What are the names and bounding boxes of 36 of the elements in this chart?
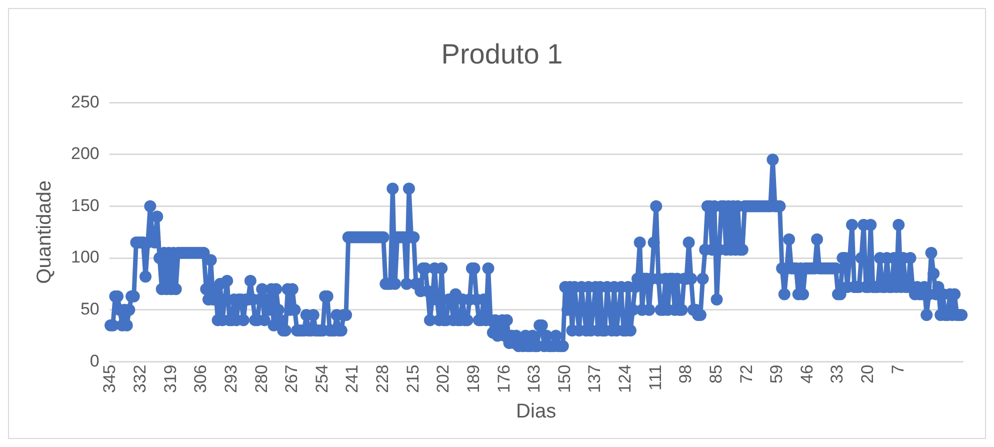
x-axis-title: Dias xyxy=(516,400,556,423)
x-tick-label: 98 xyxy=(676,364,696,384)
x-tick-label: 124 xyxy=(616,364,635,394)
x-tick-label: 137 xyxy=(585,364,604,394)
x-tick-label: 293 xyxy=(221,364,240,394)
x-tick-label: 176 xyxy=(494,364,514,394)
y-tick-label: 150 xyxy=(70,196,100,215)
x-tick-label: 280 xyxy=(252,364,271,394)
chart-title: Produto 1 xyxy=(441,38,563,70)
y-tick-label: 0 xyxy=(90,351,100,370)
x-tick-label: 332 xyxy=(130,364,150,394)
x-tick-label: 111 xyxy=(646,364,665,390)
x-tick-label: 163 xyxy=(524,364,544,394)
x-tick-label: 228 xyxy=(373,364,392,394)
x-tick-label: 20 xyxy=(858,364,878,384)
y-tick-label: 200 xyxy=(70,144,100,164)
y-axis-title: Quantidade xyxy=(34,180,56,284)
y-tick-label: 250 xyxy=(70,92,100,112)
x-tick-label: 345 xyxy=(100,364,120,394)
x-tick-label: 85 xyxy=(706,364,726,384)
x-tick-label: 241 xyxy=(342,364,362,394)
x-tick-label: 254 xyxy=(312,364,332,394)
x-tick-label: 150 xyxy=(554,364,574,394)
x-tick-label: 215 xyxy=(403,364,422,394)
x-tick-label: 7 xyxy=(888,364,908,374)
x-tick-label: 59 xyxy=(767,364,786,384)
x-tick-label: 189 xyxy=(464,364,483,394)
x-tick-label: 202 xyxy=(434,364,453,394)
x-tick-label: 33 xyxy=(828,364,847,384)
x-tick-label: 306 xyxy=(191,364,210,394)
y-tick-label: 50 xyxy=(80,300,100,319)
x-tick-label: 319 xyxy=(160,364,180,394)
x-tick-label: 46 xyxy=(797,364,816,384)
x-tick-label: 267 xyxy=(282,364,302,394)
y-tick-label: 100 xyxy=(70,248,100,267)
x-tick-label: 72 xyxy=(736,364,756,384)
